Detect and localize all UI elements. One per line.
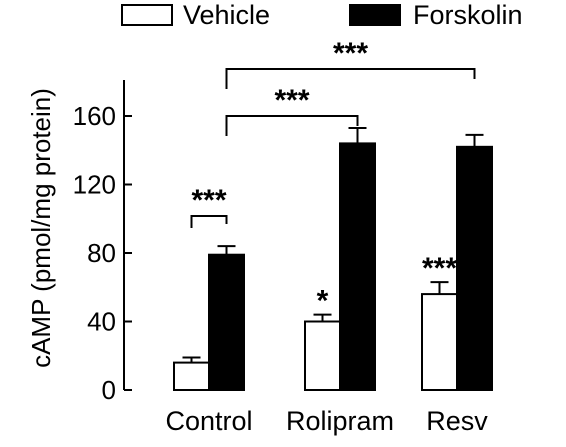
bar-1-0 [304, 320, 341, 391]
bar-2-1 [456, 145, 493, 391]
legend-label-0: Vehicle [183, 0, 270, 30]
x-tick-label-0: Control [165, 406, 252, 436]
bracket-1 [225, 115, 359, 136]
y-axis: 0 40 80 120 160 [73, 80, 132, 405]
x-axis: Control Rolipram Resv [165, 406, 488, 436]
bracket-2 [225, 68, 476, 89]
x-tick-label-2: Resv [426, 406, 488, 436]
bar-0-0 [173, 361, 210, 392]
bracket-0 [190, 215, 228, 228]
x-tick-label-1: Rolipram [286, 406, 394, 436]
bar-sig-label-0: * [317, 285, 329, 318]
bar-1-1 [339, 142, 376, 391]
bracket-label-2: *** [333, 37, 368, 70]
bars [173, 126, 493, 392]
y-tick-label-4: 160 [73, 101, 116, 131]
legend-label-1: Forskolin [413, 0, 523, 30]
legend-swatch-0 [121, 4, 173, 26]
bar-2-0 [421, 293, 458, 392]
bar-0-1 [208, 253, 245, 391]
y-tick-label-0: 0 [102, 375, 116, 405]
y-tick-label-2: 80 [87, 238, 116, 268]
y-tick-label-3: 120 [73, 170, 116, 200]
significance-marks: ************* [190, 37, 476, 318]
legend-swatch-1 [349, 4, 401, 26]
bar-sig-label-1: *** [422, 252, 457, 285]
bracket-label-0: *** [191, 184, 226, 217]
y-axis-label: cAMP (pmol/mg protein) [26, 88, 56, 368]
legend: Vehicle Forskolin [121, 0, 523, 30]
bracket-label-1: *** [274, 84, 309, 117]
y-tick-label-1: 40 [87, 307, 116, 337]
